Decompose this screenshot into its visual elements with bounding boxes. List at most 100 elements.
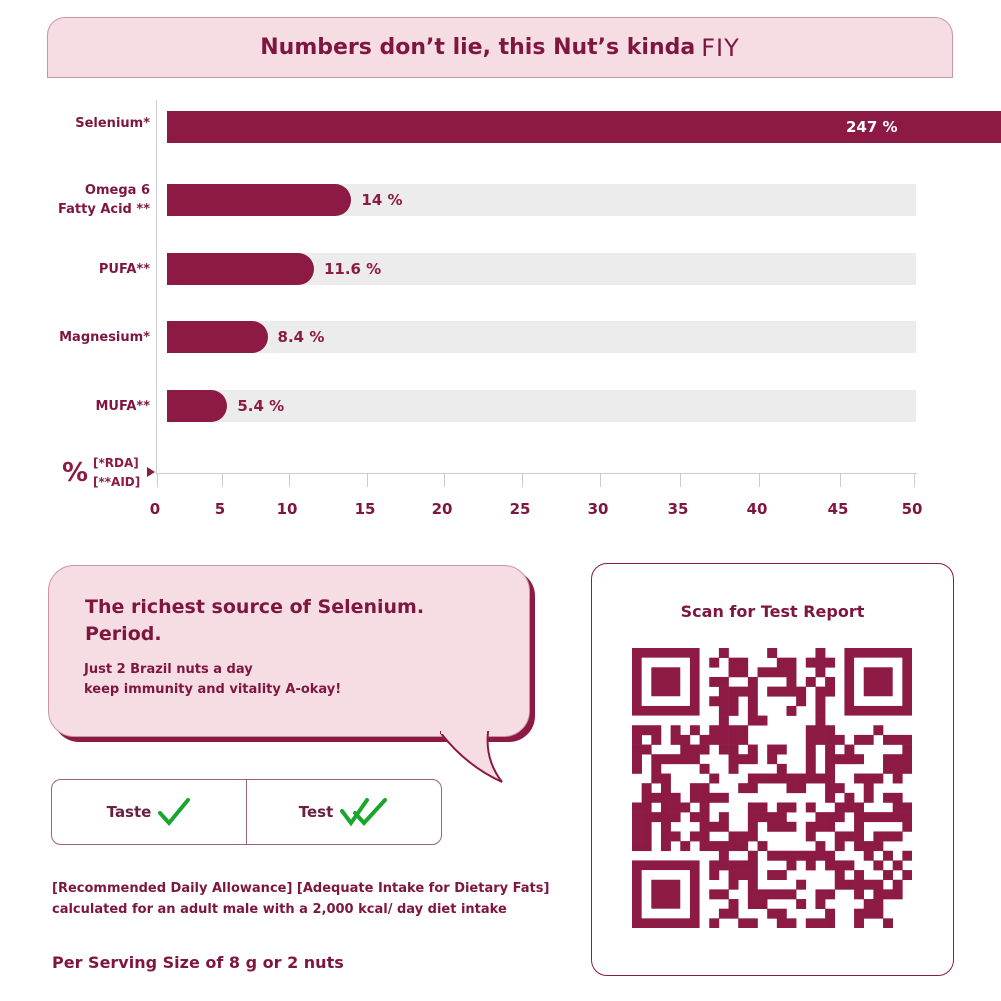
category-label: Omega 6 Fatty Acid **: [40, 181, 150, 219]
qr-module: [786, 667, 797, 678]
qr-module: [883, 792, 893, 803]
qr-module: [776, 657, 787, 668]
qr-module: [873, 889, 884, 900]
qr-module: [902, 821, 912, 832]
qr-module: [873, 879, 884, 890]
x-tick: [522, 473, 523, 487]
qr-module: [854, 879, 865, 890]
qr-module: [805, 821, 816, 832]
qr-module: [651, 725, 662, 736]
qr-module: [863, 783, 874, 794]
qr-module: [786, 773, 797, 784]
qr-module: [854, 802, 865, 813]
qr-module: [786, 821, 797, 832]
qr-module: [902, 754, 912, 765]
qr-panel: Scan for Test Report: [591, 563, 954, 976]
qr-module: [786, 802, 797, 813]
x-tick-label: 40: [746, 500, 768, 518]
qr-module: [660, 841, 671, 852]
qr-module: [728, 667, 739, 678]
qr-module: [902, 850, 912, 861]
qr-module: [728, 725, 739, 736]
qr-module: [767, 908, 778, 919]
qr-module: [805, 657, 816, 668]
qr-module: [776, 773, 787, 784]
qr-code[interactable]: [632, 648, 912, 928]
qr-module: [660, 783, 671, 794]
qr-module: [641, 821, 652, 832]
axis-arrow-icon: [147, 467, 155, 477]
qr-module: [660, 773, 671, 784]
qr-module: [767, 850, 778, 861]
x-tick: [157, 473, 158, 487]
qr-module: [786, 705, 797, 716]
qr-module: [738, 734, 749, 745]
qr-module: [786, 657, 797, 668]
data-label: 11.6 %: [323, 260, 382, 278]
qr-module: [834, 870, 845, 881]
qr-module: [709, 696, 720, 707]
qr-module: [660, 792, 671, 803]
qr-module: [776, 686, 787, 697]
data-label: 8.4 %: [277, 328, 325, 346]
qr-module: [728, 908, 739, 919]
qr-module: [738, 918, 749, 928]
qr-module: [863, 773, 874, 784]
footnote-line-2: calculated for an adult male with a 2,00…: [52, 902, 507, 917]
qr-module: [709, 725, 720, 736]
qr-module: [689, 725, 700, 736]
bar: [167, 253, 314, 285]
qr-module: [854, 734, 865, 745]
qr-module: [699, 744, 710, 755]
bubble-headline-1: The richest source of Selenium.: [85, 596, 425, 618]
qr-module: [815, 648, 826, 658]
aid-note: [**AID]: [93, 475, 141, 489]
qr-module: [825, 686, 836, 697]
qr-module: [747, 715, 758, 726]
qr-module: [767, 648, 778, 658]
x-tick: [680, 473, 681, 487]
x-tick: [759, 473, 760, 487]
qr-module: [670, 831, 681, 842]
qr-module: [805, 831, 816, 842]
qr-module: [825, 792, 836, 803]
qr-module: [757, 812, 768, 823]
qr-module: [844, 744, 855, 755]
qr-module: [632, 802, 642, 813]
x-tick: [840, 473, 841, 487]
qr-module: [641, 802, 652, 813]
qr-module: [738, 657, 749, 668]
qr-module: [863, 792, 874, 803]
qr-module: [776, 908, 787, 919]
qr-module: [805, 744, 816, 755]
test-label: Test: [298, 803, 334, 821]
qr-module: [718, 744, 729, 755]
qr-module: [757, 802, 768, 813]
bubble-headline-2: Period.: [85, 623, 162, 645]
qr-module: [776, 667, 787, 678]
qr-finder: [632, 860, 700, 928]
x-tick-label: 5: [214, 500, 226, 518]
qr-module: [689, 812, 700, 823]
qr-module: [883, 754, 893, 765]
qr-module: [728, 860, 739, 871]
bubble-body-2: keep immunity and vitality A-okay!: [84, 682, 342, 697]
qr-module: [757, 889, 768, 900]
qr-module: [805, 918, 816, 928]
qr-module: [805, 754, 816, 765]
qr-module: [699, 841, 710, 852]
qr-module: [699, 812, 710, 823]
qr-module: [776, 763, 787, 774]
qr-module: [863, 899, 874, 909]
qr-module: [728, 744, 739, 755]
qr-module: [815, 773, 826, 784]
x-tick: [367, 473, 368, 487]
qr-module: [747, 783, 758, 794]
qr-module: [718, 676, 729, 687]
qr-module: [815, 657, 826, 668]
qr-module: [728, 686, 739, 697]
bar: [167, 184, 352, 216]
qr-module: [815, 821, 826, 832]
qr-module: [709, 918, 720, 928]
qr-module: [747, 850, 758, 861]
